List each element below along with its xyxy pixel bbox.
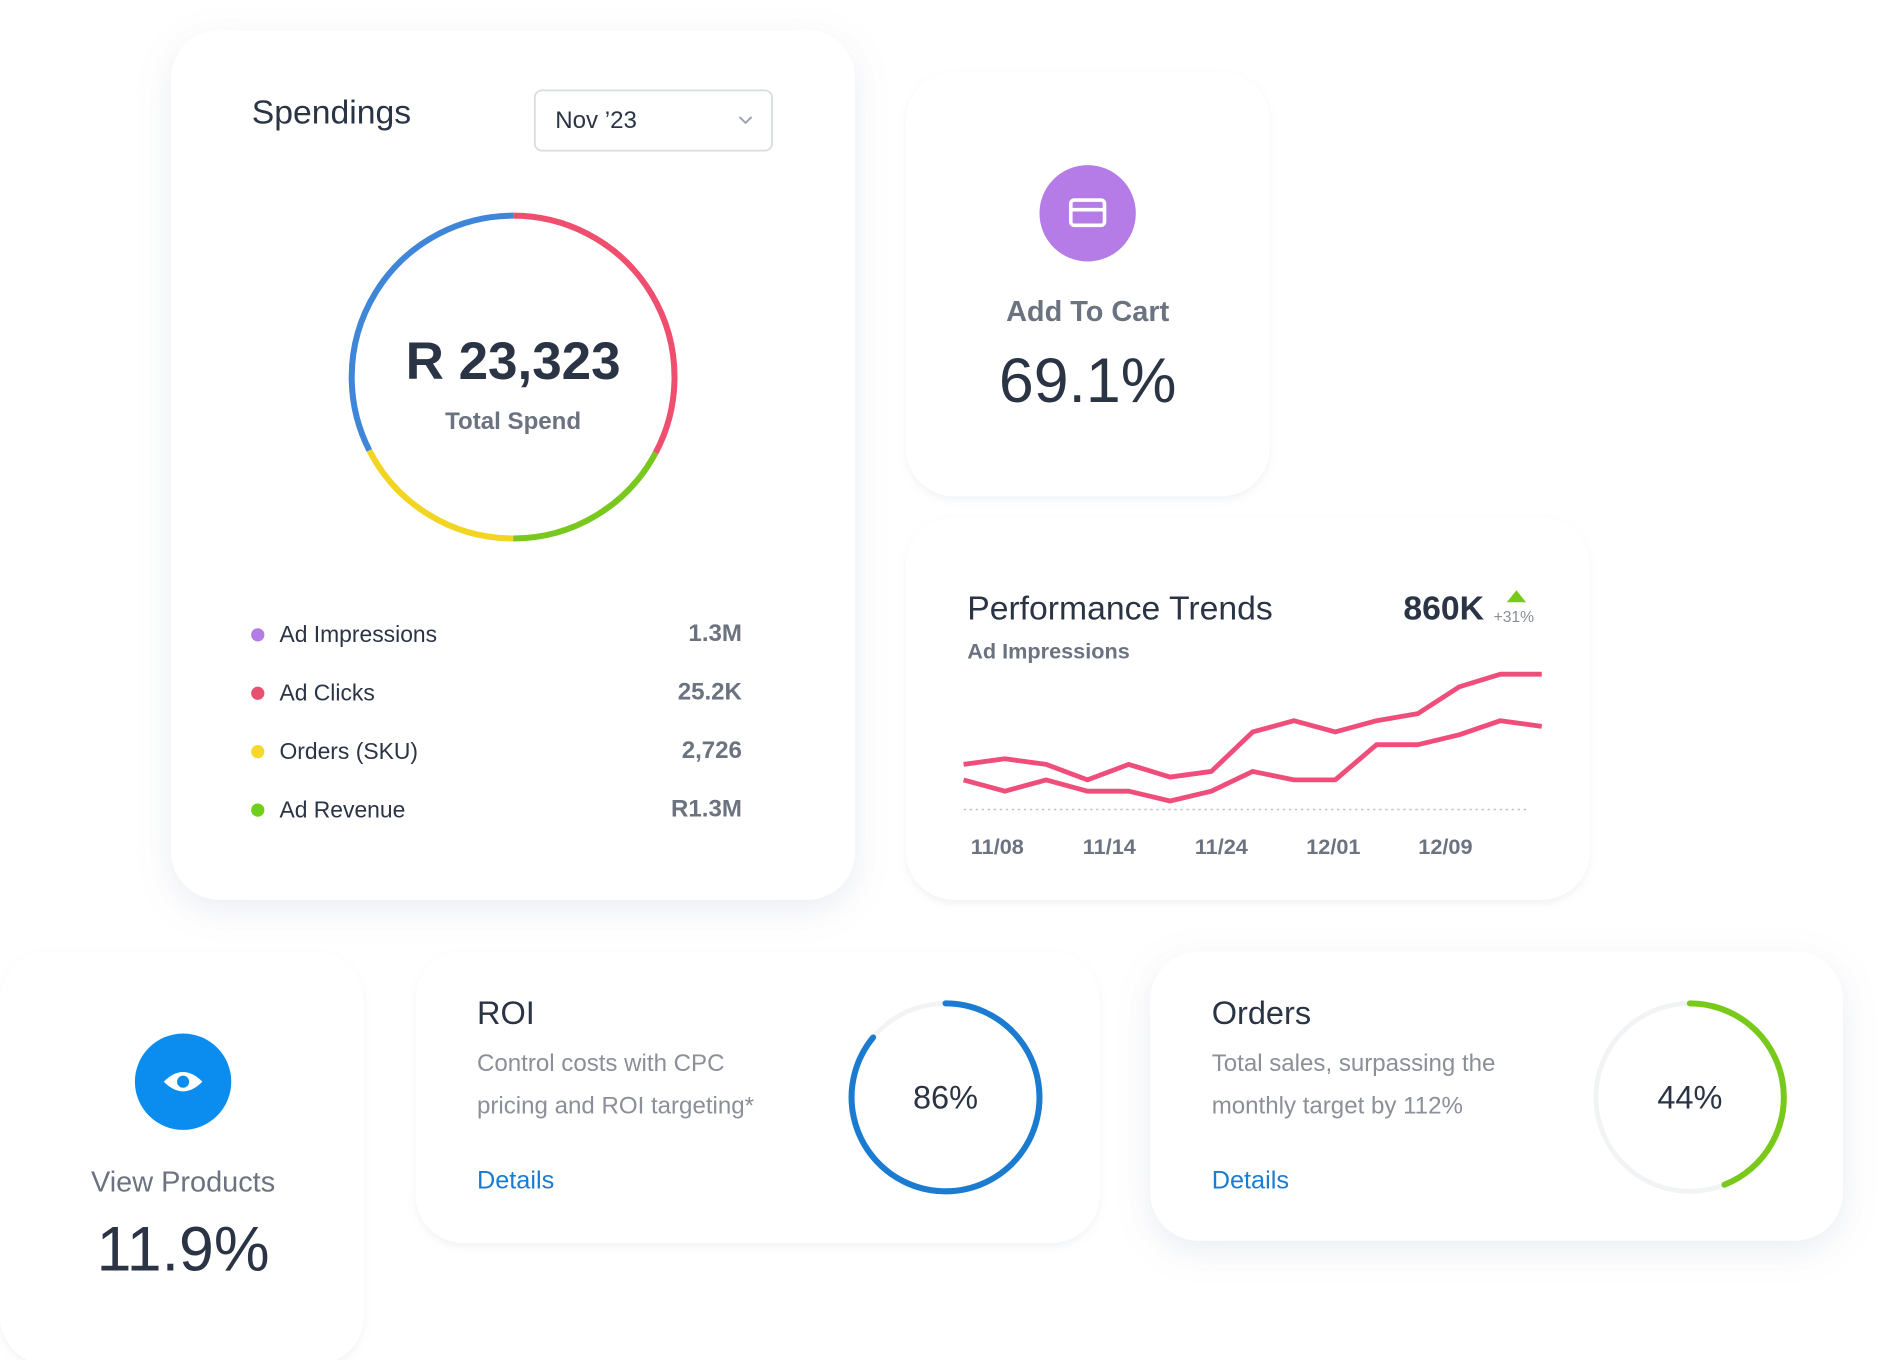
donut-segment xyxy=(366,448,514,542)
card-title: Spendings xyxy=(252,93,411,131)
legend-label: Ad Revenue xyxy=(279,796,405,822)
legend-label: Orders (SKU) xyxy=(279,738,418,764)
orders-card xyxy=(1150,951,1843,1241)
card-title: ROI xyxy=(477,995,535,1031)
total-label: Total Spend xyxy=(445,408,581,435)
view-products-card xyxy=(0,951,364,1360)
x-tick-label: 11/14 xyxy=(1083,834,1136,859)
card-description: pricing and ROI targeting* xyxy=(477,1092,754,1119)
card-description: monthly target by 112% xyxy=(1212,1092,1463,1119)
donut-segment xyxy=(513,212,678,455)
metric-label: Add To Cart xyxy=(1006,296,1170,328)
legend-dot xyxy=(251,745,265,759)
eye-icon xyxy=(163,1072,203,1092)
legend-label: Ad Impressions xyxy=(279,621,437,647)
change-label: +31% xyxy=(1494,609,1535,626)
x-tick-label: 11/24 xyxy=(1195,834,1248,859)
roi-card xyxy=(415,951,1100,1244)
x-tick-label: 12/01 xyxy=(1306,834,1360,859)
details-link[interactable]: Details xyxy=(1212,1166,1289,1194)
chevron-icon[interactable] xyxy=(738,116,753,125)
legend-value: R1.3M xyxy=(671,795,742,822)
x-tick-label: 12/09 xyxy=(1418,834,1472,859)
legend-dot xyxy=(251,628,265,642)
metric-label: View Products xyxy=(91,1167,275,1199)
trend-line xyxy=(962,718,1543,804)
card-title: Orders xyxy=(1212,995,1311,1031)
donut xyxy=(348,212,678,542)
period-dropdown[interactable]: Nov ’23 xyxy=(533,89,773,152)
add-to-cart-card xyxy=(905,72,1270,497)
chart-subtitle: Ad Impressions xyxy=(967,639,1130,664)
cart-icon-bg xyxy=(1039,165,1136,262)
dropdown-value[interactable]: Nov ’23 xyxy=(555,107,637,134)
card-description: Total sales, surpassing the xyxy=(1212,1050,1496,1077)
legend-dot xyxy=(251,686,265,700)
trend-line xyxy=(963,671,1542,783)
headline-value: 860K xyxy=(1403,590,1484,628)
progress-ring xyxy=(848,1000,1043,1195)
donut-segment xyxy=(513,451,659,542)
card-icon xyxy=(1068,198,1107,228)
progress-label: 44% xyxy=(1657,1079,1722,1115)
total-value: R 23,323 xyxy=(406,332,621,391)
chart-title: Performance Trends xyxy=(967,590,1272,628)
progress-label: 86% xyxy=(913,1079,978,1115)
metric-value: 11.9% xyxy=(97,1214,270,1284)
metric-value: 69.1% xyxy=(999,346,1177,416)
card-icon-body xyxy=(1068,198,1107,228)
progress-ring xyxy=(1686,1000,1787,1188)
spendings-card xyxy=(171,30,856,900)
legend-value: 25.2K xyxy=(678,679,743,706)
performance-card xyxy=(905,517,1590,900)
x-tick-label: 11/08 xyxy=(971,834,1024,859)
legend-dot xyxy=(251,803,265,817)
legend-label: Ad Clicks xyxy=(279,680,374,706)
details-link[interactable]: Details xyxy=(477,1166,554,1194)
legend-value: 2,726 xyxy=(682,737,742,764)
eye-pupil xyxy=(177,1075,190,1088)
dropdown-box[interactable] xyxy=(533,89,773,152)
donut-segment xyxy=(348,212,514,452)
up-arrow xyxy=(1506,590,1527,603)
legend-value: 1.3M xyxy=(688,620,742,647)
card-description: Control costs with CPC xyxy=(477,1050,725,1077)
